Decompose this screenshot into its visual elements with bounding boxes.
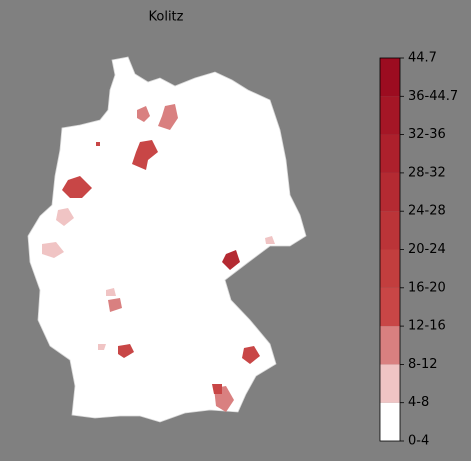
colorbar-segment bbox=[380, 249, 400, 288]
region bbox=[222, 250, 240, 270]
region bbox=[132, 140, 158, 170]
colorbar-segment bbox=[380, 211, 400, 250]
colorbar-tick-label: 4-8 bbox=[408, 395, 429, 410]
colorbar-tick-label: 20-24 bbox=[408, 242, 446, 257]
region bbox=[108, 298, 122, 312]
colorbar-tick-label: 36-44.7 bbox=[408, 89, 458, 104]
colorbar-segment bbox=[380, 287, 400, 327]
region bbox=[56, 208, 74, 226]
region bbox=[96, 142, 100, 146]
colorbar-segment bbox=[380, 364, 400, 403]
country-outline bbox=[27, 56, 307, 423]
colorbar-tick-label: 8-12 bbox=[408, 357, 438, 372]
colorbar-segment bbox=[380, 58, 400, 97]
colorbar-segment bbox=[380, 96, 400, 135]
colorbar-tick-label: 24-28 bbox=[408, 204, 446, 219]
region bbox=[242, 346, 260, 364]
region bbox=[62, 176, 92, 198]
region bbox=[106, 288, 116, 296]
colorbar: 0-4 4-8 8-12 12-16 16-20 20-24 24-28 28-32 32-36… bbox=[379, 51, 458, 449]
region bbox=[265, 236, 275, 244]
colorbar-tick-label: 44.7 bbox=[408, 51, 437, 66]
region bbox=[98, 344, 106, 350]
region bbox=[212, 384, 222, 394]
colorbar-tick-label: 12-16 bbox=[408, 319, 446, 334]
region bbox=[42, 242, 64, 258]
colorbar-segment bbox=[380, 172, 400, 212]
map-title: Kolitz bbox=[149, 10, 184, 25]
colorbar-tick-label: 32-36 bbox=[408, 127, 446, 142]
region bbox=[158, 104, 178, 130]
region bbox=[137, 106, 150, 122]
germany-map bbox=[27, 56, 307, 423]
colorbar-tick-label: 16-20 bbox=[408, 280, 446, 295]
region bbox=[118, 344, 134, 358]
colorbar-tick-label: 28-32 bbox=[408, 165, 446, 180]
colorbar-tick-label: 0-4 bbox=[408, 434, 429, 449]
colorbar-segment bbox=[380, 326, 400, 365]
colorbar-segment bbox=[380, 134, 400, 173]
colorbar-segment bbox=[380, 402, 400, 441]
